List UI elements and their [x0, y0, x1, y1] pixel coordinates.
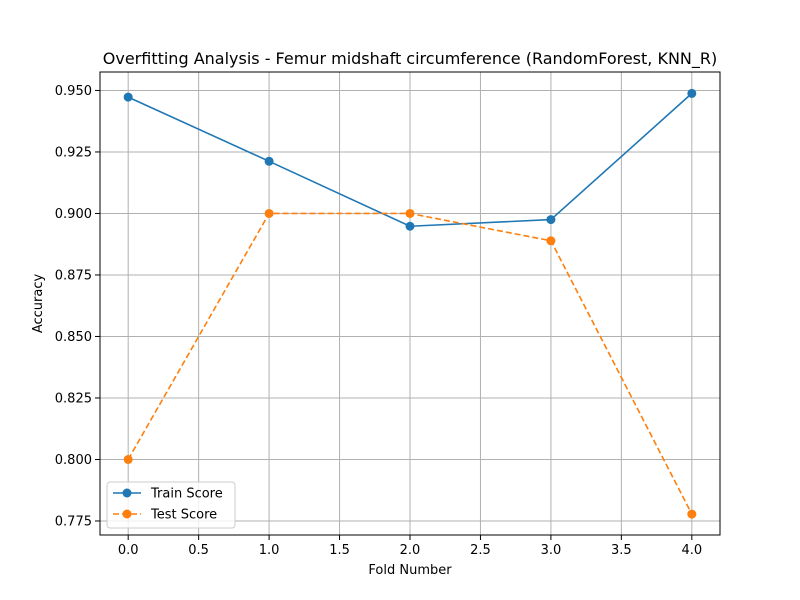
x-tick-label: 3.0 [541, 543, 562, 558]
train-score-point [687, 88, 697, 98]
test-score-point [123, 454, 133, 464]
x-tick-label: 3.5 [611, 543, 632, 558]
ticks: 0.0 0.5 1.0 1.5 2.0 2.5 3.0 3.5 4.0 0.775 0.800 0.8… [55, 84, 702, 558]
train-score-point [123, 92, 133, 102]
x-tick-label: 1.5 [329, 543, 350, 558]
y-tick-label: 0.850 [55, 330, 92, 345]
test-score-point [546, 236, 556, 246]
x-tick-label: 0.0 [118, 543, 139, 558]
y-tick-label: 0.800 [55, 453, 92, 468]
y-axis-label: Accuracy [31, 274, 46, 334]
x-tick-label: 4.0 [681, 543, 702, 558]
chart-title: Overfitting Analysis - Femur midshaft ci… [103, 49, 718, 69]
x-tick-label: 1.0 [259, 543, 280, 558]
train-score-point [405, 221, 415, 231]
test-score-point [264, 208, 274, 218]
y-tick-label: 0.875 [55, 268, 92, 283]
train-score-point [264, 156, 274, 166]
x-tick-label: 0.5 [188, 543, 209, 558]
y-tick-label: 0.925 [55, 145, 92, 160]
legend-test-score-label: Test Score [150, 508, 217, 523]
test-score-point [405, 208, 415, 218]
series-layer [123, 88, 697, 519]
x-axis-label: Fold Number [368, 563, 452, 578]
train-score-point [546, 215, 556, 225]
test-score-point [687, 509, 697, 519]
y-tick-label: 0.950 [55, 84, 92, 99]
y-tick-label: 0.825 [55, 391, 92, 406]
legend-train-score-marker [122, 488, 132, 498]
legend: Train Score Test Score [106, 481, 236, 529]
x-tick-label: 2.0 [400, 543, 421, 558]
y-tick-label: 0.775 [55, 514, 92, 529]
legend-test-score-marker [122, 509, 132, 519]
legend-train-score-label: Train Score [150, 487, 223, 502]
y-tick-label: 0.900 [55, 207, 92, 222]
x-tick-label: 2.5 [470, 543, 491, 558]
